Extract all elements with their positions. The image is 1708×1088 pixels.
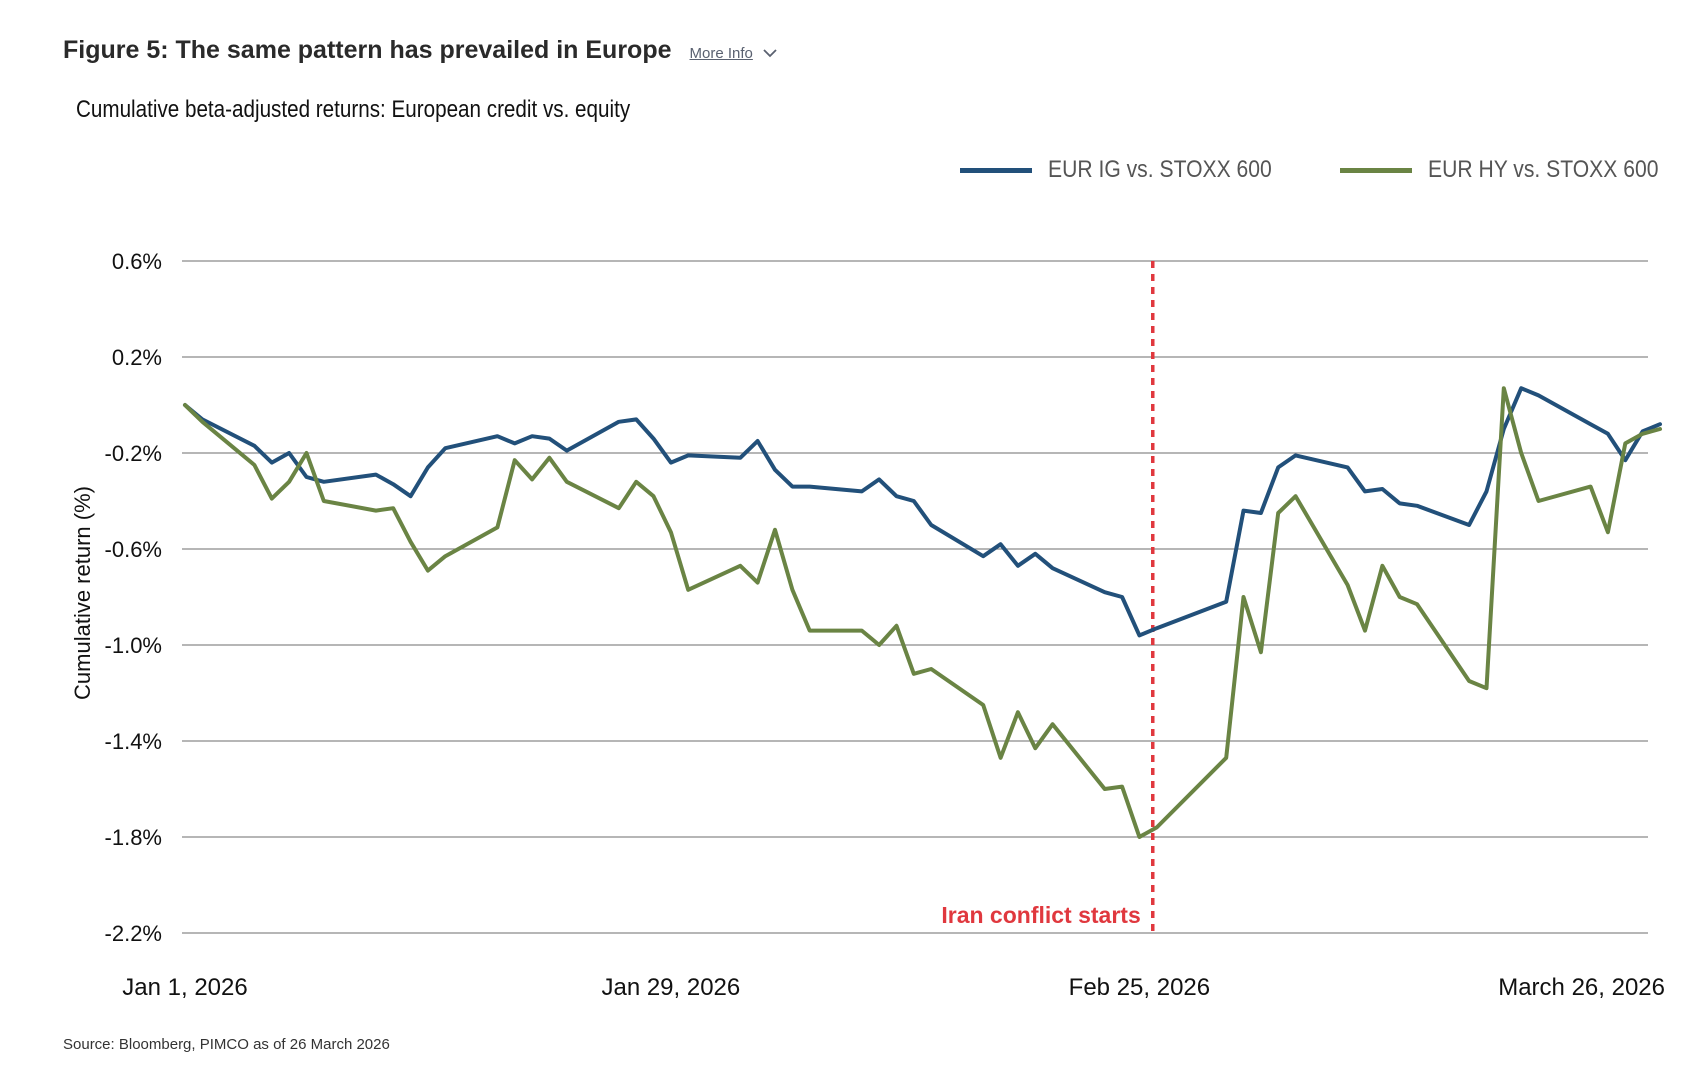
legend-item-ig: EUR IG vs. STOXX 600	[959, 156, 1302, 184]
legend-swatch-ig	[959, 167, 1032, 173]
y-tick-label: -2.2%	[105, 921, 162, 946]
y-axis-label: Cumulative return (%)	[70, 486, 95, 700]
y-tick-label: -0.6%	[105, 537, 162, 562]
series-line-eur-hy	[183, 386, 1662, 839]
legend-label-hy: EUR HY vs. STOXX 600	[1428, 156, 1659, 183]
legend-label-ig: EUR IG vs. STOXX 600	[1047, 156, 1272, 183]
x-tick-label: Jan 1, 2026	[122, 974, 247, 1001]
annotation-label: Iran conflict starts	[941, 902, 1140, 928]
y-axis-ticks: 0.6% 0.2% -0.2% -0.6% -1.0% -1.4% -1.8% -2.2%	[105, 249, 162, 946]
y-tick-label: -1.0%	[105, 633, 162, 658]
y-tick-label: -1.4%	[105, 729, 162, 754]
chevron-down-icon[interactable]	[763, 45, 777, 61]
x-tick-label: March 26, 2026	[1498, 974, 1665, 1001]
more-info-link[interactable]: More Info	[689, 45, 753, 62]
figure-header: Figure 5: The same pattern has prevailed…	[63, 36, 777, 65]
x-tick-label: Feb 25, 2026	[1069, 974, 1210, 1001]
chart-title: Cumulative beta-adjusted returns: Europe…	[76, 96, 631, 123]
y-tick-label: 0.2%	[112, 345, 162, 370]
legend-item-hy: EUR HY vs. STOXX 600	[1340, 156, 1690, 184]
x-tick-label: Jan 29, 2026	[601, 974, 740, 1001]
y-tick-label: -1.8%	[105, 825, 162, 850]
figure-title: Figure 5: The same pattern has prevailed…	[63, 36, 672, 64]
source-note: Source: Bloomberg, PIMCO as of 26 March …	[63, 1036, 390, 1053]
annotation-layer: Iran conflict starts	[941, 261, 1155, 933]
legend-swatch-hy	[1340, 167, 1413, 173]
y-tick-label: 0.6%	[112, 249, 162, 274]
x-axis-ticks: Jan 1, 2026 Jan 29, 2026 Feb 25, 2026 March…	[122, 974, 1665, 1001]
chart-legend: EUR IG vs. STOXX 600 EUR HY vs. STOXX 60…	[922, 156, 1690, 184]
series-layer	[183, 386, 1662, 839]
y-tick-label: -0.2%	[105, 441, 162, 466]
series-line-eur-ig	[183, 386, 1662, 638]
grid-layer	[182, 260, 1648, 934]
